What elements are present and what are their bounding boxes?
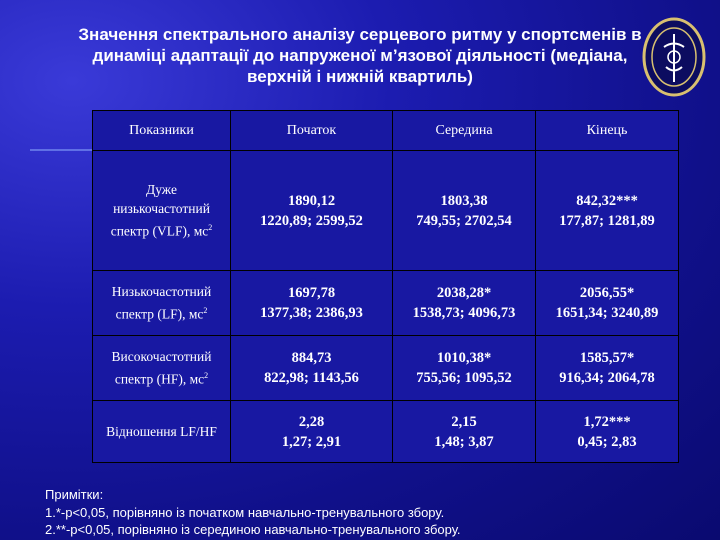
value-cell: 2,28 1,27; 2,91: [230, 400, 393, 463]
value-cell: 1,72*** 0,45; 2,83: [535, 400, 679, 463]
quartiles: 755,56; 1095,52: [416, 370, 512, 386]
table-row: Низькочастотний спектр (LF), мс2 1697,78 1…: [92, 270, 679, 336]
quartiles: 1377,38; 2386,93: [260, 305, 363, 321]
median: 842,32***: [576, 192, 638, 209]
quartiles: 1,27; 2,91: [281, 433, 342, 450]
value-cell: 1585,57* 916,34; 2064,78: [535, 335, 679, 401]
label-text: Низькочастотний спектр (LF), мс: [111, 284, 212, 322]
label-sup: 2: [203, 306, 208, 316]
quartiles: 1538,73; 4096,73: [412, 305, 516, 321]
median: 2,15: [451, 413, 477, 430]
table-row: Високочастотний спектр (HF), мс2 884,73 82…: [92, 335, 679, 401]
median: 1697,78: [287, 285, 336, 301]
note-line: Примітки:: [45, 487, 104, 502]
row-label: Дуже низькочастотний спектр (VLF), мс2: [92, 150, 231, 271]
value-cell: 1697,78 1377,38; 2386,93: [230, 270, 393, 336]
label-sup: 2: [204, 371, 209, 381]
median: 1803,38: [440, 192, 488, 209]
data-table: Показники Початок Середина Кінець Дуже низь…: [92, 110, 679, 463]
slide-title: Значення спектрального аналізу серцевого…: [78, 25, 642, 86]
median: 1010,38*: [436, 350, 492, 366]
value-cell: 842,32*** 177,87; 1281,89: [535, 150, 679, 271]
value-cell: 2,15 1,48; 3,87: [392, 400, 536, 463]
median: 2056,55*: [579, 285, 635, 301]
value-cell: 2038,28* 1538,73; 4096,73: [392, 270, 536, 336]
quartiles: 1,48; 3,87: [434, 433, 494, 450]
quartiles: 0,45; 2,83: [577, 433, 637, 450]
row-label: Низькочастотний спектр (LF), мс2: [92, 270, 231, 336]
header-cell: Показники: [92, 110, 231, 151]
row-label: Високочастотний спектр (HF), мс2: [92, 335, 231, 401]
notes: Примітки: 1.*-p<0,05, порівняно із початк…: [45, 486, 461, 539]
note-line: 2.**-p<0,05, порівняно із серединою навч…: [45, 522, 461, 537]
median: 884,73: [291, 350, 332, 366]
row-label: Відношення LF/HF: [92, 400, 231, 463]
header-cell: Кінець: [535, 110, 679, 151]
median: 2038,28*: [436, 285, 492, 301]
value-cell: 1010,38* 755,56; 1095,52: [392, 335, 536, 401]
median: 1,72***: [583, 413, 631, 430]
quartiles: 177,87; 1281,89: [559, 212, 655, 229]
quartiles: 916,34; 2064,78: [559, 370, 655, 386]
logo: [642, 17, 706, 97]
value-cell: 1803,38 749,55; 2702,54: [392, 150, 536, 271]
header-cell: Початок: [230, 110, 393, 151]
median: 1585,57*: [579, 350, 635, 366]
label-text: Відношення LF/HF: [106, 424, 217, 439]
label-text: Високочастотний спектр (HF), мс: [111, 349, 212, 387]
median: 2,28: [298, 413, 325, 430]
quartiles: 1220,89; 2599,52: [260, 212, 363, 229]
table-row: Дуже низькочастотний спектр (VLF), мс2 18…: [92, 150, 679, 271]
quartiles: 822,98; 1143,56: [264, 370, 359, 386]
table-row: Відношення LF/HF 2,28 1,27; 2,91 2,15 1,48; …: [92, 400, 679, 463]
value-cell: 884,73 822,98; 1143,56: [230, 335, 393, 401]
median: 1890,12: [287, 192, 336, 209]
label-text: Дуже низькочастотний спектр (VLF), мс: [110, 182, 210, 239]
quartiles: 749,55; 2702,54: [416, 212, 512, 229]
value-cell: 2056,55* 1651,34; 3240,89: [535, 270, 679, 336]
quartiles: 1651,34; 3240,89: [555, 305, 659, 321]
header-cell: Середина: [392, 110, 536, 151]
note-line: 1.*-p<0,05, порівняно із початком навчал…: [45, 504, 445, 520]
label-sup: 2: [208, 223, 213, 233]
value-cell: 1890,12 1220,89; 2599,52: [230, 150, 393, 271]
